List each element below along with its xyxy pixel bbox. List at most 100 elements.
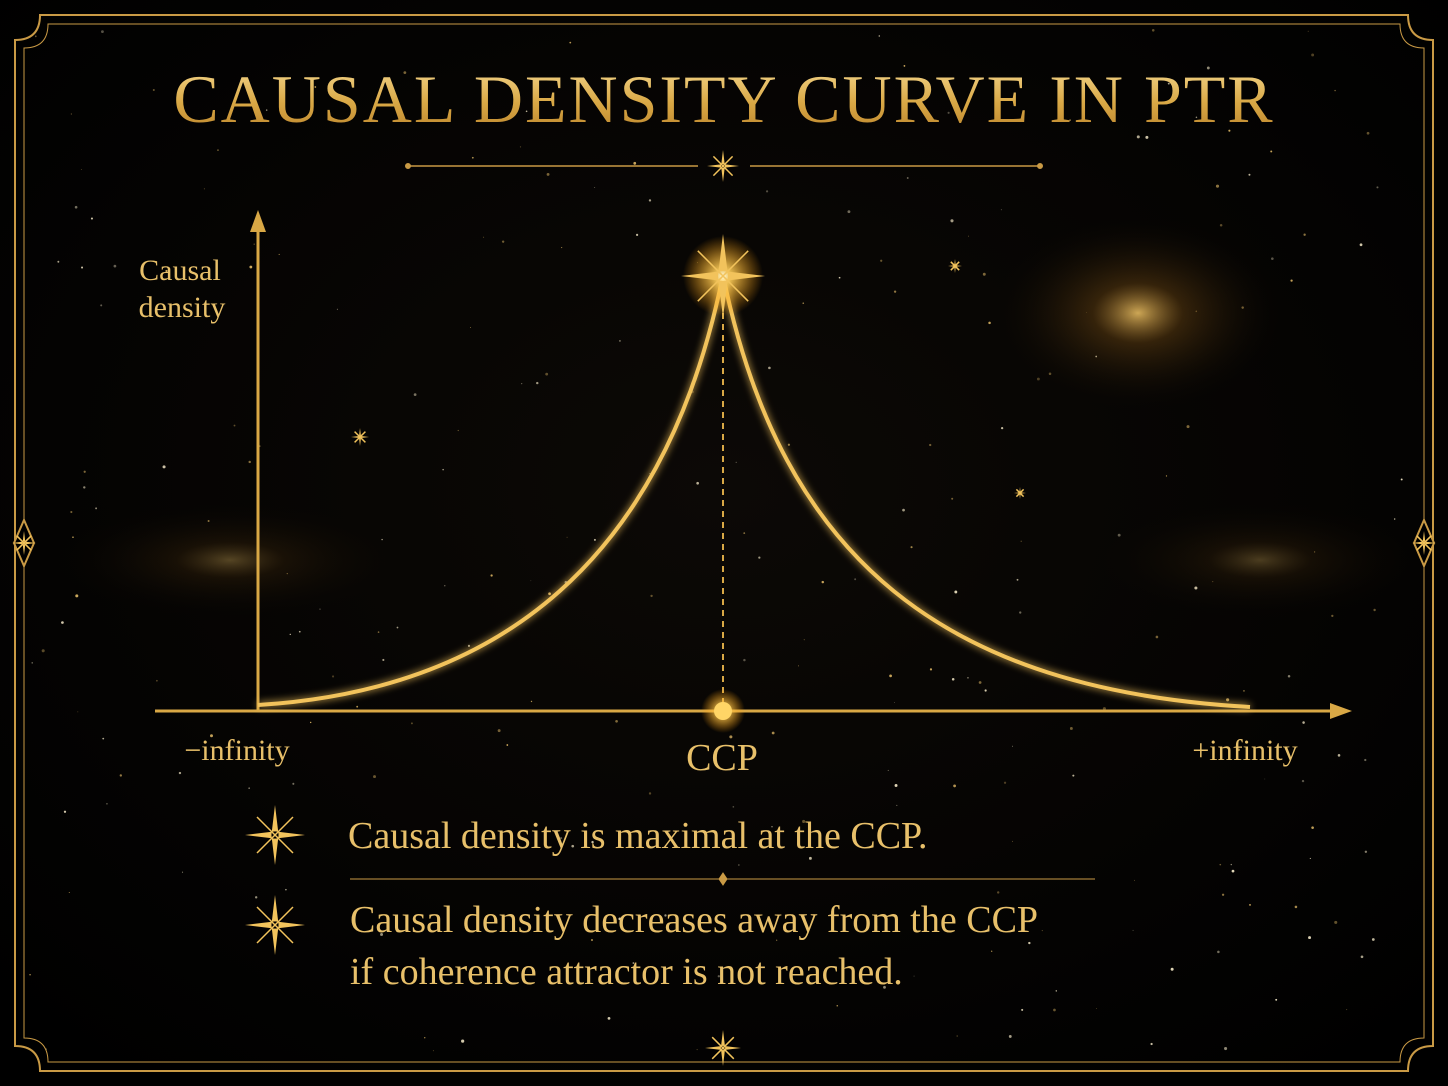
star [424,1037,426,1039]
star [566,536,568,538]
sparkle [681,234,765,318]
star [883,985,886,989]
star [210,734,213,738]
star [787,443,791,446]
star [1243,689,1245,692]
star [633,161,637,165]
star [982,272,986,276]
star [729,735,733,739]
star [738,864,740,866]
star [950,219,954,223]
star [403,71,407,74]
star [1264,778,1266,780]
star [771,826,773,828]
star [594,187,596,189]
star [377,631,380,633]
star [1290,279,1293,282]
x-right-label: +infinity [1192,734,1297,767]
star [1072,774,1075,777]
star [1000,209,1002,211]
star [1215,184,1220,188]
star [80,168,82,170]
star [591,840,594,844]
star [1359,243,1363,247]
x-left-label: −infinity [184,734,289,767]
nebula [50,500,410,620]
star [1228,129,1231,132]
star [61,621,64,624]
sparkle [705,1030,741,1066]
sparkle-ray [948,259,962,273]
note-divider [350,872,1095,886]
star [1012,840,1013,842]
star [997,891,1000,894]
star [1231,869,1235,873]
star [876,926,878,928]
star [1311,53,1315,57]
star [471,156,474,159]
star [758,556,761,559]
star [1150,1042,1153,1046]
star [1400,478,1403,481]
sparkle-ray [705,1030,741,1066]
star [1195,116,1198,119]
star [101,30,104,34]
star [593,538,596,541]
sparkle-diag [1416,535,1432,551]
sparkle-diag [711,1036,735,1060]
sparkle [12,531,36,555]
star [880,259,883,262]
sparkle-diag [697,250,749,302]
sparkle-ray [707,150,739,182]
y-axis-label: Causal [139,254,221,287]
star [336,308,338,310]
star [178,771,182,775]
star [696,1049,698,1051]
star [1020,540,1022,542]
sparkle-diag [256,906,294,944]
title: CAUSAL DENSITY CURVE IN PTR [173,61,1274,137]
star [1221,893,1225,896]
star [75,594,79,598]
star [68,891,70,894]
star [519,146,522,148]
star [894,702,895,703]
star [903,65,906,67]
star [467,644,471,647]
star [902,508,905,512]
frame [12,14,1436,1072]
star [1219,223,1223,227]
star [57,260,60,263]
star [635,233,639,236]
star [696,481,699,485]
star [648,792,652,795]
star [743,658,746,662]
star [1393,518,1396,520]
nebula [1090,500,1430,620]
star [808,856,812,860]
star [956,1035,958,1037]
star [90,217,94,220]
star [1136,135,1140,139]
star [802,302,805,304]
star [571,844,575,848]
star [1346,1009,1348,1011]
star [217,149,219,151]
star [1224,1047,1228,1051]
note: if coherence attractor is not reached. [350,951,903,993]
star [444,585,446,587]
star [530,700,533,703]
star [618,917,622,921]
star [106,802,108,805]
star [265,109,268,111]
star [432,1050,434,1052]
star [991,950,993,952]
star [1012,745,1014,747]
star [70,113,72,115]
star [525,110,528,113]
star [1337,754,1341,757]
star [847,210,851,214]
star [967,677,969,679]
star [382,658,385,662]
